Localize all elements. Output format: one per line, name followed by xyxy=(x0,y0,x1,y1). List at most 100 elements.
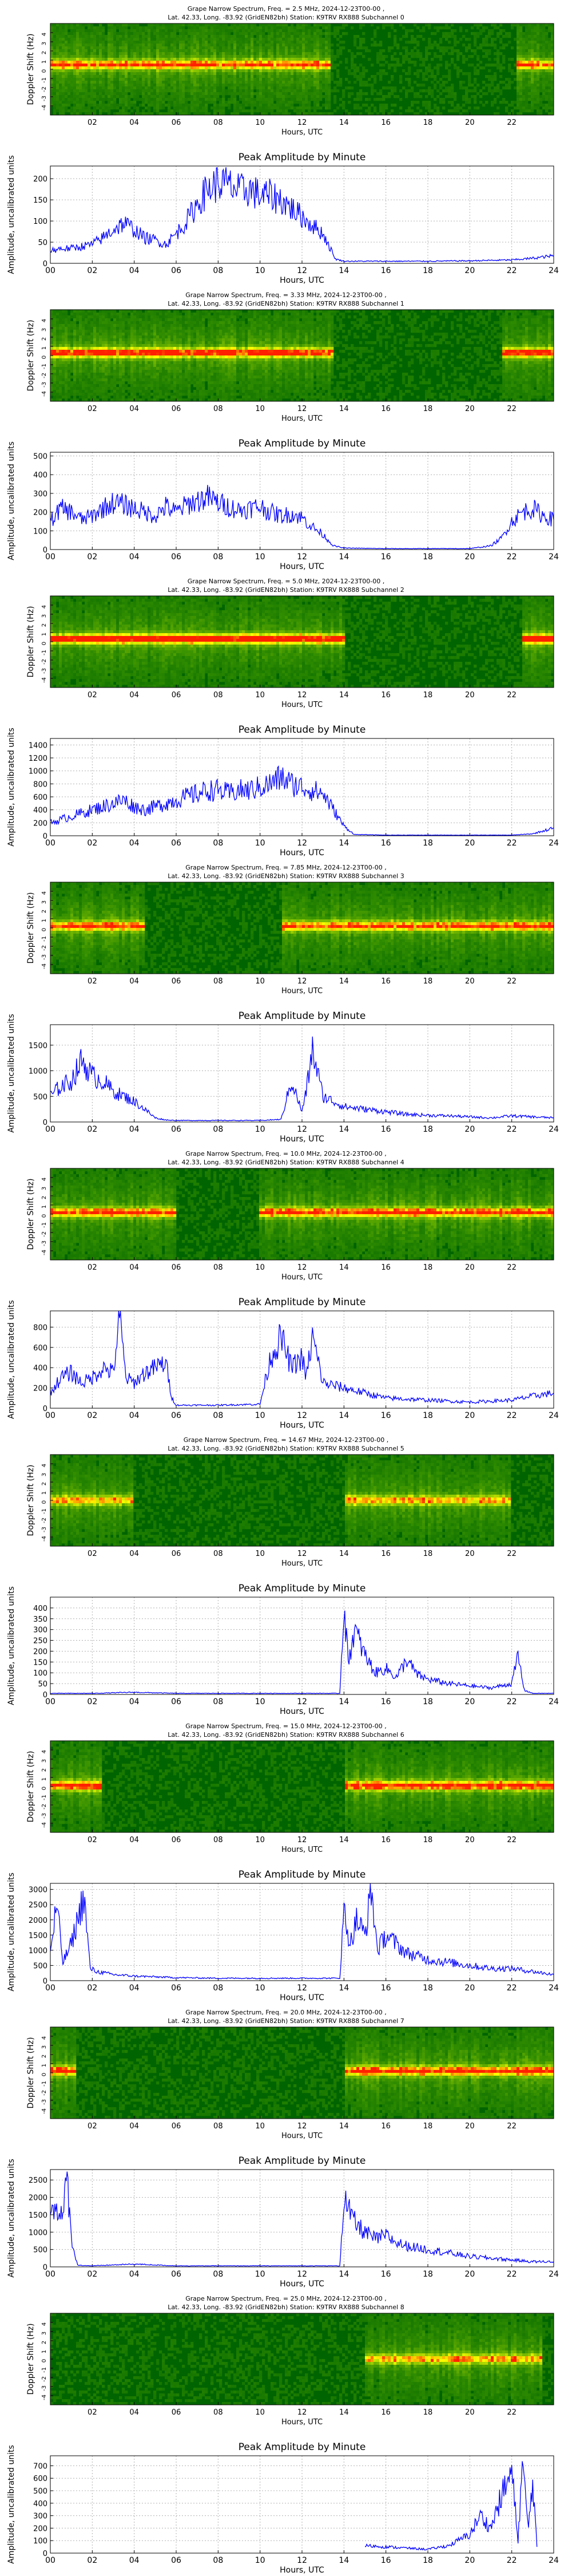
y-tick-label: -3 xyxy=(41,668,47,674)
y-tick-label: 2 xyxy=(41,2055,47,2058)
x-tick-label: 14 xyxy=(339,1125,349,1134)
spectrogram-title-line2: Lat. 42.33, Long. -83.92 (GridEN82bh) St… xyxy=(168,586,404,594)
x-axis-label: Hours, UTC xyxy=(280,1993,324,2002)
y-tick-label: -3 xyxy=(41,96,47,101)
x-axis-label: Hours, UTC xyxy=(280,562,324,571)
x-tick-label: 02 xyxy=(87,2556,97,2565)
y-tick-label: -1 xyxy=(41,1508,47,1514)
x-tick-label: 24 xyxy=(549,2270,559,2279)
y-tick-label: 1000 xyxy=(29,1947,47,1955)
x-tick-label: 22 xyxy=(507,977,517,986)
y-tick-label: 0 xyxy=(43,1405,47,1413)
y-tick-label: 400 xyxy=(33,1364,47,1373)
x-tick-label: 08 xyxy=(213,1697,223,1706)
x-tick-label: 22 xyxy=(507,839,517,848)
y-tick-label: 600 xyxy=(33,1344,47,1353)
y-tick-label: 200 xyxy=(33,2524,47,2533)
x-tick-label: 24 xyxy=(549,1984,559,1993)
x-tick-label: 18 xyxy=(423,1125,433,1134)
x-tick-label: 18 xyxy=(423,552,433,562)
x-tick-label: 06 xyxy=(171,2270,181,2279)
x-tick-label: 18 xyxy=(423,977,433,986)
y-tick-label: 1 xyxy=(41,1205,47,1208)
x-tick-label: 08 xyxy=(213,1263,223,1272)
y-tick-label: 50 xyxy=(38,239,47,247)
y-axis-label: Doppler Shift (Hz) xyxy=(26,606,35,678)
y-tick-label: -2 xyxy=(41,2090,47,2096)
x-tick-label: 02 xyxy=(88,1263,97,1272)
amplitude-plot-title: Peak Amplitude by Minute xyxy=(239,1869,366,1880)
x-tick-label: 02 xyxy=(87,1984,97,1993)
x-tick-label: 12 xyxy=(297,1263,307,1272)
y-tick-label: 400 xyxy=(33,1605,47,1613)
y-tick-label: 300 xyxy=(33,1626,47,1635)
x-tick-label: 12 xyxy=(297,1411,307,1420)
y-tick-label: 800 xyxy=(33,780,47,789)
x-tick-label: 22 xyxy=(507,2408,517,2417)
y-tick-label: 2000 xyxy=(29,1917,47,1925)
x-tick-label: 10 xyxy=(255,1697,265,1706)
x-tick-label: 06 xyxy=(172,691,181,700)
x-axis-label: Hours, UTC xyxy=(280,276,324,285)
y-tick-label: 400 xyxy=(33,471,47,480)
x-tick-label: 10 xyxy=(255,118,265,127)
y-tick-label: 100 xyxy=(33,1669,47,1678)
x-tick-label: 20 xyxy=(465,691,475,700)
x-tick-label: 06 xyxy=(172,1836,181,1844)
x-tick-label: 12 xyxy=(297,2556,307,2565)
y-tick-label: 1000 xyxy=(29,1068,47,1076)
x-axis-label: Hours, UTC xyxy=(281,1559,323,1568)
y-axis-label: Amplitude, uncalibrated units xyxy=(7,441,16,560)
x-axis-label: Hours, UTC xyxy=(280,848,324,858)
x-tick-label: 02 xyxy=(88,2122,97,2131)
x-tick-label: 08 xyxy=(213,691,223,700)
x-tick-label: 16 xyxy=(381,1984,391,1993)
x-tick-label: 04 xyxy=(129,691,139,700)
y-tick-label: 2 xyxy=(41,1196,47,1199)
x-tick-label: 18 xyxy=(423,1550,433,1558)
x-tick-label: 10 xyxy=(255,1263,265,1272)
y-tick-label: -4 xyxy=(41,677,47,683)
y-tick-label: 500 xyxy=(33,2246,47,2255)
spectrogram-title-line2: Lat. 42.33, Long. -83.92 (GridEN82bh) St… xyxy=(168,1445,404,1452)
amplitude-plot-title: Peak Amplitude by Minute xyxy=(239,1297,366,1308)
x-tick-label: 16 xyxy=(381,839,391,848)
y-tick-label: -2 xyxy=(41,1518,47,1523)
x-tick-label: 08 xyxy=(213,1984,223,1993)
x-tick-label: 04 xyxy=(129,1263,139,1272)
x-tick-label: 02 xyxy=(88,977,97,986)
spectrogram-title-line1: Grape Narrow Spectrum, Freq. = 2.5 MHz, … xyxy=(188,5,385,13)
y-tick-label: -2 xyxy=(41,659,47,665)
y-axis-label: Amplitude, uncalibrated units xyxy=(7,2159,16,2278)
x-tick-label: 14 xyxy=(339,2556,349,2565)
x-tick-label: 04 xyxy=(129,118,139,127)
x-tick-label: 10 xyxy=(255,2122,265,2131)
x-tick-label: 10 xyxy=(255,552,265,562)
x-axis-label: Hours, UTC xyxy=(281,2132,323,2140)
y-tick-label: 0 xyxy=(41,1500,47,1504)
y-tick-label: 100 xyxy=(33,527,47,536)
x-axis-label: Hours, UTC xyxy=(280,2566,324,2575)
y-tick-label: 200 xyxy=(33,175,47,184)
x-tick-label: 06 xyxy=(171,1697,181,1706)
y-tick-label: -2 xyxy=(41,86,47,92)
y-tick-label: 0 xyxy=(41,69,47,73)
y-tick-label: 0 xyxy=(43,2550,47,2558)
x-tick-label: 04 xyxy=(129,839,140,848)
x-tick-label: 20 xyxy=(465,2408,475,2417)
x-axis-label: Hours, UTC xyxy=(280,2279,324,2289)
y-tick-label: 100 xyxy=(33,218,47,226)
x-tick-label: 18 xyxy=(423,1697,433,1706)
y-tick-label: 3 xyxy=(41,2045,47,2049)
x-tick-label: 14 xyxy=(339,1984,349,1993)
spectrogram-title-line2: Lat. 42.33, Long. -83.92 (GridEN82bh) St… xyxy=(168,1159,404,1166)
y-tick-label: -2 xyxy=(41,2376,47,2382)
spectrogram-14: Grape Narrow Spectrum, Freq. = 20.0 MHz,… xyxy=(26,2009,554,2140)
x-tick-label: 10 xyxy=(255,1411,265,1420)
x-tick-label: 22 xyxy=(507,1697,517,1706)
y-axis-label: Amplitude, uncalibrated units xyxy=(7,155,16,274)
x-tick-label: 24 xyxy=(549,1411,559,1420)
x-tick-label: 10 xyxy=(255,691,265,700)
